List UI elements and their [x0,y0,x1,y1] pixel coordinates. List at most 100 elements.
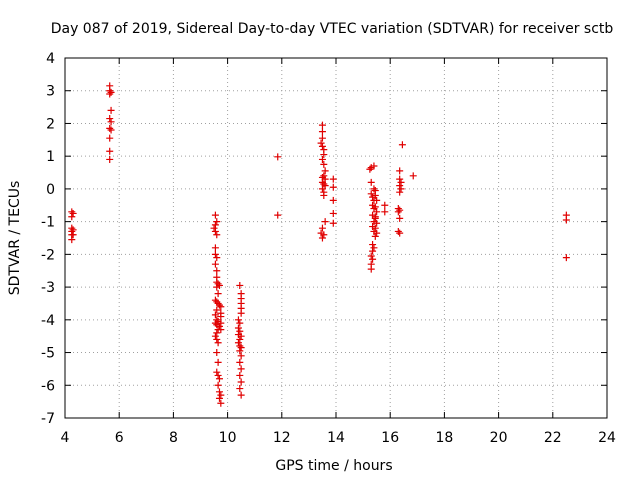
data-point [237,391,245,399]
chart-title: Day 087 of 2019, Sidereal Day-to-day VTE… [51,21,614,37]
y-axis-label: SDTVAR / TECUs [7,181,23,296]
data-point [367,252,375,260]
data-point [106,90,114,98]
data-point [317,139,325,147]
data-point [213,231,221,239]
data-point [217,326,225,334]
data-point [215,375,223,383]
data-point [213,218,221,226]
data-point [381,201,389,209]
data-point [234,324,242,332]
data-point [213,335,221,343]
data-point [329,209,337,217]
data-point [211,250,219,258]
data-point [394,227,402,235]
y-tick-label: -5 [41,346,55,362]
data-point [106,155,114,163]
data-point [237,309,245,317]
data-point [373,196,381,204]
data-point [329,175,337,183]
y-tick-label: -1 [41,215,55,231]
x-tick-label: 22 [544,430,562,446]
y-tick-label: -2 [41,247,55,263]
data-point [214,371,222,379]
data-point [213,349,221,357]
data-point [320,151,328,159]
data-point [562,216,570,224]
data-point [215,322,223,330]
data-point [236,335,244,343]
data-point [213,368,221,376]
data-point [214,381,222,389]
data-point [215,388,223,396]
data-point [217,391,225,399]
data-point [214,339,222,347]
data-point [107,106,115,114]
data-point [371,203,379,211]
x-tick-label: 8 [169,430,178,446]
data-point [213,254,221,262]
data-point [215,394,223,402]
data-point [274,211,282,219]
data-point [396,167,404,175]
data-point [318,224,326,232]
data-point [373,229,381,237]
data-point [371,232,379,240]
grid-lines [65,58,607,418]
x-tick-label: 12 [273,430,291,446]
data-point [107,118,115,126]
data-point [370,244,378,252]
data-point [369,241,377,249]
data-point [237,365,245,373]
y-tick-labels: 4 3 2 1 0 -1 -2 -3 -4 -5 -6 -7 [41,51,55,427]
data-point [236,358,244,366]
data-point [274,153,282,161]
data-point [69,209,77,217]
data-point [318,142,326,150]
data-point [369,247,377,255]
data-point [69,231,77,239]
data-point [396,206,404,214]
axis-ticks [64,57,608,419]
data-point [107,126,115,134]
data-point [107,88,115,96]
data-point [237,352,245,360]
y-tick-label: 3 [46,84,55,100]
y-tick-label: -6 [41,378,55,394]
x-tick-label: 14 [327,430,345,446]
x-tick-labels: 4 6 8 10 12 14 16 18 20 22 24 [61,430,616,446]
data-point [214,290,222,298]
data-point [367,190,375,198]
x-tick-label: 16 [381,430,399,446]
data-point [320,160,328,168]
data-point [217,319,225,327]
data-point [318,134,326,142]
x-tick-label: 6 [115,430,124,446]
data-point [318,155,326,163]
data-point [237,332,245,340]
data-point [211,332,219,340]
data-point [373,208,381,216]
data-point [237,378,245,386]
y-tick-label: -3 [41,280,55,296]
data-point [211,211,219,219]
x-tick-label: 4 [61,430,70,446]
data-point [320,231,328,239]
data-point [217,313,225,321]
y-tick-label: 0 [46,182,55,198]
data-point [234,316,242,324]
data-point [211,244,219,252]
y-tick-label: -4 [41,313,55,329]
data-point [373,219,381,227]
x-axis-label: GPS time / hours [275,458,392,474]
data-point [321,218,329,226]
data-point [396,182,404,190]
data-point [371,191,379,199]
data-point [68,213,76,221]
y-tick-label: 2 [46,116,55,132]
data-point [370,162,378,170]
data-point [106,147,114,155]
data-point [106,115,114,123]
data-point [318,121,326,129]
data-point [106,134,114,142]
